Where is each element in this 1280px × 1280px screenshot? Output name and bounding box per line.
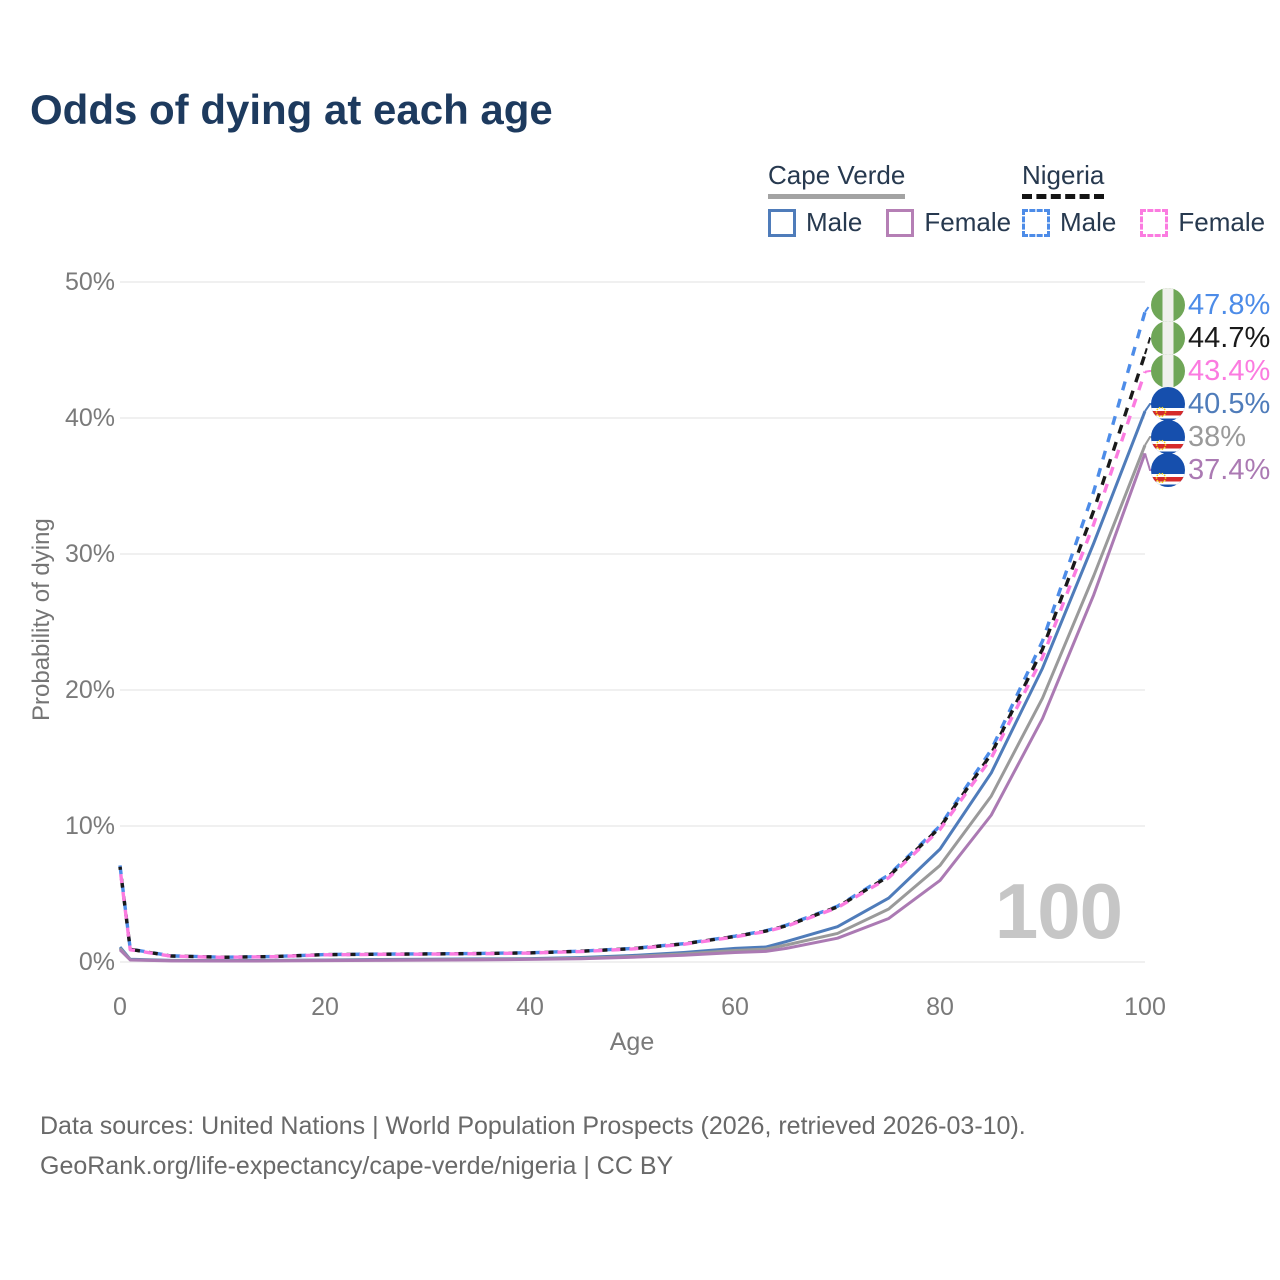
age-watermark: 100 (994, 867, 1123, 955)
attribution-line: GeoRank.org/life-expectancy/cape-verde/n… (40, 1152, 674, 1180)
leader-line-2 (1144, 370, 1152, 373)
nigeria-flag-icon (1151, 288, 1185, 322)
legend-swatch-cape-verde-female[interactable] (886, 208, 915, 237)
leader-line-5 (1144, 453, 1152, 471)
series-line-4[interactable] (118, 444, 1147, 963)
x-axis-title: Age (609, 1028, 655, 1056)
end-label-2: 43.4% (1188, 355, 1271, 387)
end-label-0: 47.8% (1188, 289, 1271, 321)
y-tick-30: 30% (64, 540, 115, 568)
nigeria-flag-icon (1151, 354, 1185, 388)
x-tick-60: 60 (721, 993, 749, 1021)
nigeria-flag-icon (1151, 321, 1185, 355)
footer: Data sources: United Nations | World Pop… (40, 1106, 1026, 1186)
leader-line-0 (1144, 304, 1152, 313)
leader-line-1 (1144, 337, 1152, 355)
data-sources-line: Data sources: United Nations | World Pop… (40, 1112, 1026, 1140)
legend-group-cape-verde: Cape Verde Male Female (768, 160, 1025, 238)
end-label-5: 37.4% (1188, 454, 1271, 486)
leader-line-4 (1144, 436, 1152, 446)
cape-verde-flag-icon (1151, 387, 1185, 421)
y-axis-title: Probability of dying (28, 518, 55, 722)
legend-label-nigeria-male[interactable]: Male (1060, 207, 1117, 237)
legend-label-cape-verde-male[interactable]: Male (806, 207, 863, 237)
cape-verde-flag-icon (1151, 420, 1185, 454)
legend-swatch-cape-verde-male[interactable] (768, 208, 796, 237)
x-tick-0: 0 (113, 993, 127, 1021)
y-tick-50: 50% (64, 268, 115, 296)
x-tick-80: 80 (926, 993, 954, 1021)
legend-label-nigeria-female[interactable]: Female (1178, 207, 1266, 237)
series-line-1[interactable] (118, 353, 1147, 959)
legend-country-cape-verde[interactable]: Cape Verde (768, 160, 906, 199)
plot-area (118, 281, 1185, 963)
series-line-3[interactable] (118, 410, 1147, 963)
series-line-5[interactable] (118, 452, 1147, 963)
y-tick-0: 0% (78, 948, 115, 976)
x-tick-100: 100 (1124, 993, 1166, 1021)
legend-group-nigeria: Nigeria Male Female (1022, 160, 1279, 238)
legend-label-cape-verde-female[interactable]: Female (924, 207, 1012, 237)
y-tick-40: 40% (64, 404, 115, 432)
y-tick-20: 20% (64, 676, 115, 704)
x-tick-40: 40 (516, 993, 544, 1021)
leader-line-3 (1144, 403, 1152, 412)
end-label-3: 40.5% (1188, 388, 1271, 420)
x-tick-20: 20 (311, 993, 339, 1021)
legend-swatch-nigeria-female[interactable] (1140, 208, 1169, 237)
series-line-0[interactable] (118, 311, 1147, 959)
end-label-1: 44.7% (1188, 322, 1271, 354)
end-label-4: 38% (1188, 421, 1247, 453)
cape-verde-flag-icon (1151, 453, 1185, 487)
series-line-2[interactable] (118, 371, 1147, 960)
page-title: Odds of dying at each age (30, 86, 553, 133)
y-tick-10: 10% (64, 812, 115, 840)
legend-swatch-nigeria-male[interactable] (1022, 208, 1050, 237)
legend-country-nigeria[interactable]: Nigeria (1022, 160, 1105, 199)
